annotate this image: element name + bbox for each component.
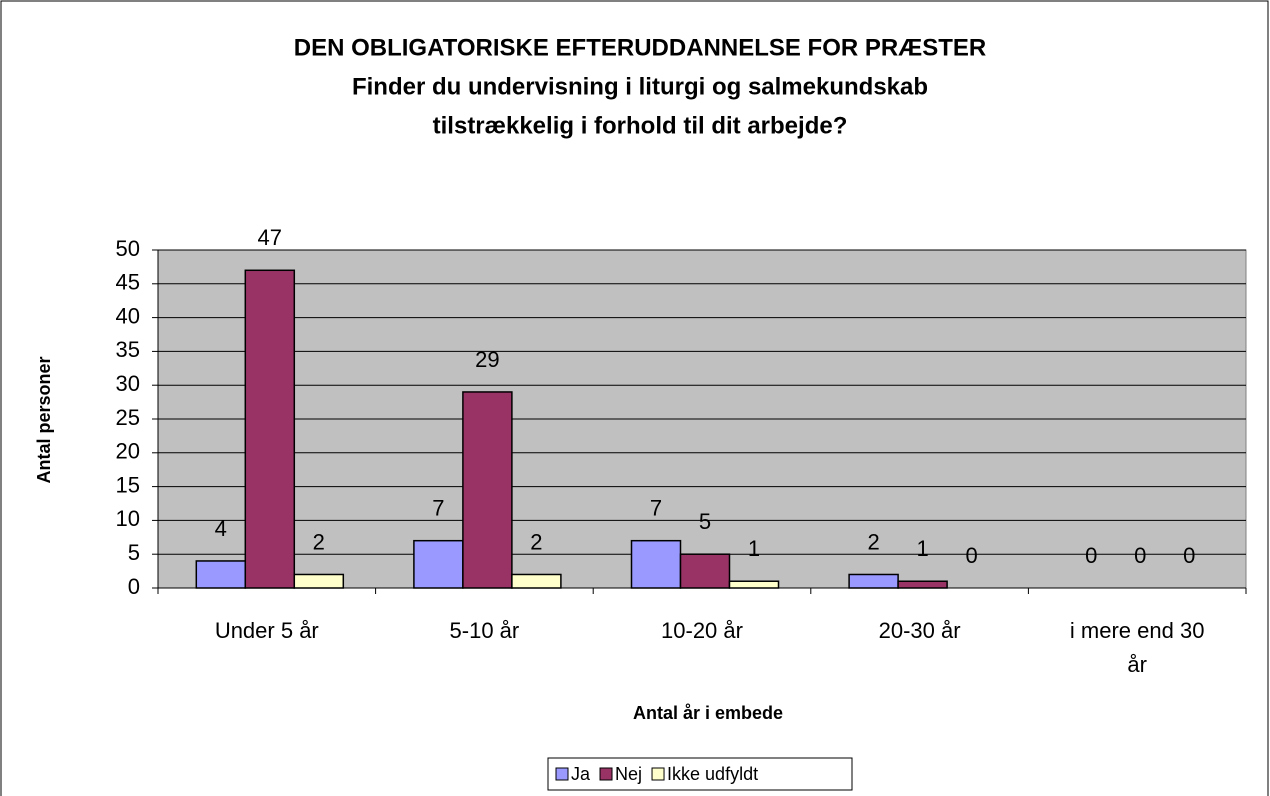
bar: [897, 580, 948, 589]
bar: [195, 560, 247, 589]
data-label: 47: [258, 225, 282, 250]
legend-label: Nej: [615, 764, 642, 784]
data-label: 0: [1134, 543, 1146, 568]
x-tick-label: Under 5 år: [214, 618, 319, 643]
data-label: 2: [867, 529, 879, 554]
legend-swatch: [599, 767, 613, 781]
data-label: 7: [650, 495, 662, 520]
x-tick-label: 20-30 år: [878, 618, 961, 643]
data-label: 2: [313, 529, 325, 554]
bar: [413, 539, 464, 589]
y-tick-label: 50: [116, 236, 140, 261]
y-axis-title: Antal personer: [34, 356, 54, 483]
bar: [679, 553, 731, 589]
y-tick-label: 45: [116, 270, 140, 295]
data-label: 7: [432, 495, 444, 520]
data-label: 1: [916, 536, 928, 561]
bar: [728, 580, 780, 589]
y-tick-label: 30: [116, 371, 140, 396]
x-axis-title: Antal år i embede: [633, 703, 783, 723]
legend-swatch: [651, 767, 665, 781]
data-label: 0: [1085, 543, 1097, 568]
legend-label: Ja: [571, 764, 591, 784]
y-tick-label: 20: [116, 439, 140, 464]
chart-subtitle: tilstrækkelig i forhold til dit arbejde?: [433, 112, 848, 139]
bar: [630, 539, 682, 589]
data-label: 0: [1183, 543, 1195, 568]
data-label: 2: [530, 529, 542, 554]
bar: [511, 573, 562, 589]
legend-label: Ikke udfyldt: [667, 764, 758, 784]
data-label: 0: [965, 543, 977, 568]
bar: [293, 573, 345, 589]
y-tick-label: 5: [128, 540, 140, 565]
x-tick-label: 10-20 år: [661, 618, 743, 643]
y-tick-label: 40: [116, 303, 140, 328]
data-label: 29: [475, 347, 499, 372]
bar: [462, 391, 513, 589]
y-tick-label: 35: [116, 337, 140, 362]
data-label: 5: [699, 509, 711, 534]
y-tick-label: 15: [116, 472, 140, 497]
y-tick-label: 0: [128, 574, 140, 599]
bar: [848, 573, 899, 589]
chart-title: DEN OBLIGATORISKE EFTERUDDANNELSE FOR PR…: [294, 34, 986, 61]
data-label: 4: [215, 516, 227, 541]
y-tick-label: 10: [116, 506, 140, 531]
y-tick-label: 25: [116, 405, 140, 430]
x-tick-label: 5-10 år: [449, 618, 520, 643]
legend-swatch: [555, 767, 569, 781]
legend-box: [547, 757, 853, 791]
bar: [244, 269, 296, 589]
x-tick-label: i mere end 30 år: [1069, 618, 1205, 677]
chart-subtitle: Finder du undervisning i liturgi og salm…: [352, 73, 928, 100]
data-label: 1: [748, 536, 760, 561]
